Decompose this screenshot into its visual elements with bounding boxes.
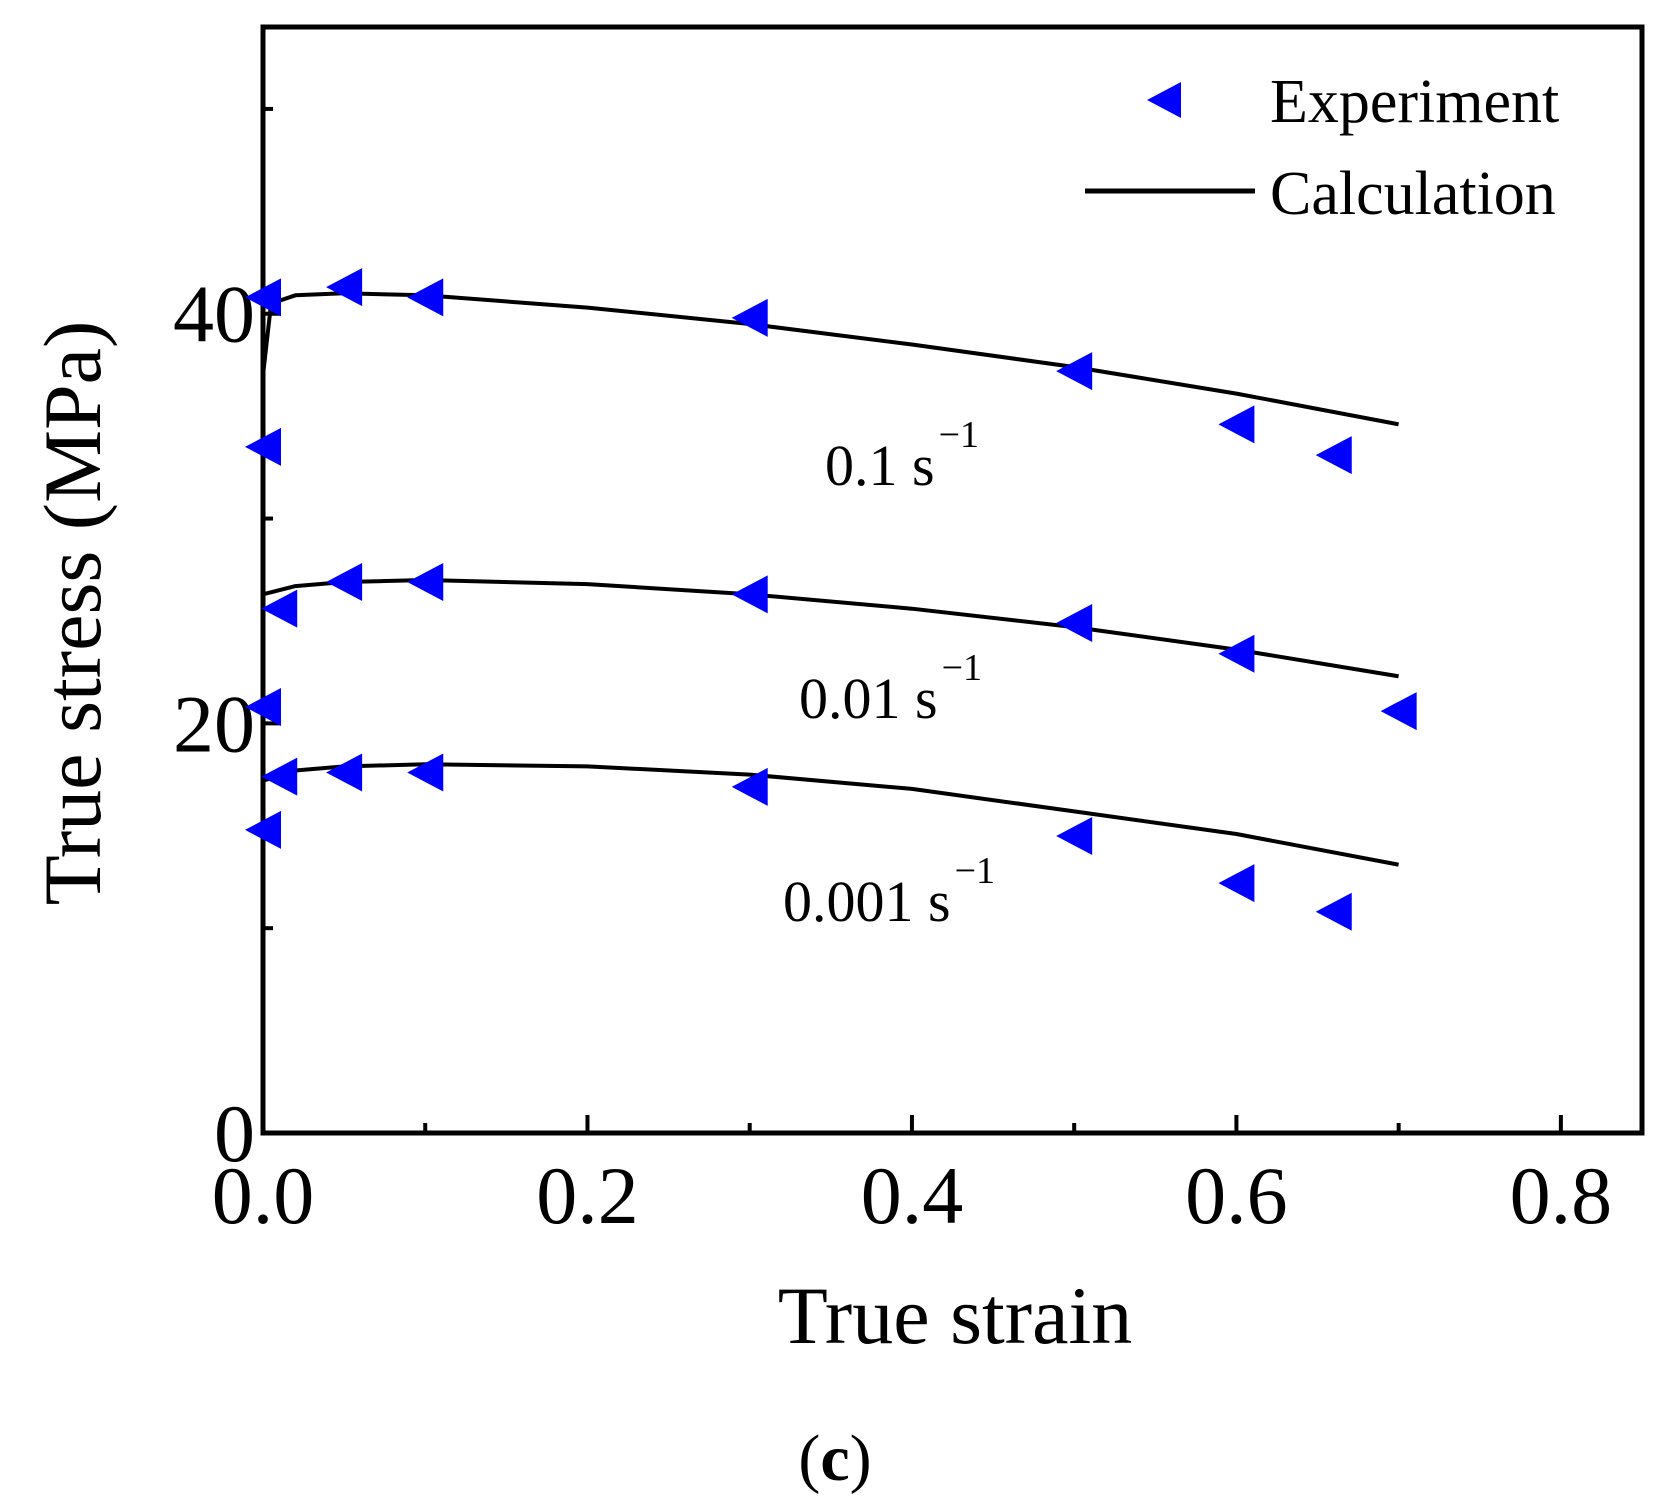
experiment-point	[1056, 352, 1093, 391]
experiment-point	[407, 563, 444, 602]
series-0.01-s	[245, 563, 1417, 731]
panel-label-open: (	[798, 1422, 820, 1495]
rate-label-0.1-text: 0.1 s	[825, 433, 935, 498]
legend: Experiment Calculation	[1085, 68, 1559, 228]
plot-frame	[260, 24, 1645, 1136]
experiment-point	[1218, 634, 1255, 673]
calculation-line-1	[262, 578, 1399, 679]
rate-label-0.001-exponent: −1	[955, 850, 995, 892]
experiment-point	[731, 575, 768, 614]
x-tick-label-0.2: 0.2	[536, 1150, 639, 1241]
panel-label-letter: c	[820, 1422, 849, 1495]
calculation-line-2	[262, 762, 1399, 867]
rate-label-0.001-text: 0.001 s	[783, 869, 951, 934]
legend-experiment-marker	[1147, 82, 1181, 118]
experiment-point	[1380, 692, 1417, 731]
x-tick-label-0.4: 0.4	[861, 1150, 964, 1241]
rate-label-0.01-exponent: −1	[942, 647, 982, 689]
rate-label-0.01-text: 0.01 s	[799, 666, 938, 731]
experiment-point	[245, 810, 281, 849]
legend-experiment-label: Experiment	[1270, 68, 1559, 136]
experiment-point	[1218, 405, 1255, 444]
plot-border	[260, 24, 1645, 1136]
panel-label-close: )	[850, 1422, 872, 1495]
experiment-point	[1218, 864, 1255, 903]
series-0.1-s	[245, 268, 1399, 475]
experiment-point	[261, 589, 298, 628]
legend-calculation-label: Calculation	[1270, 160, 1556, 228]
rate-label-0.1: 0.1 s −1	[825, 414, 979, 498]
x-tick-label-0.0: 0.0	[212, 1150, 315, 1241]
rate-labels: 0.1 s −1 0.01 s −1 0.001 s −1	[783, 414, 995, 934]
experiment-point	[407, 753, 444, 792]
rate-label-0.01: 0.01 s −1	[799, 647, 982, 731]
experiment-point	[245, 427, 281, 466]
x-tick-label-0.8: 0.8	[1510, 1150, 1613, 1241]
y-axis: 0 20 40	[173, 106, 281, 1179]
experiment-point	[731, 298, 768, 337]
x-tick-label-0.6: 0.6	[1185, 1150, 1288, 1241]
series-0.001-s	[245, 753, 1399, 931]
y-axis-title: True stress (MPa)	[27, 321, 118, 906]
x-axis-title: True strain	[778, 1270, 1133, 1361]
rate-label-0.001: 0.001 s −1	[783, 850, 995, 934]
experiment-point	[326, 268, 363, 307]
y-tick-label-0: 0	[214, 1088, 255, 1179]
experiment-point	[261, 757, 298, 796]
series-layer	[245, 268, 1417, 931]
experiment-point	[731, 767, 768, 806]
experiment-point	[326, 563, 363, 602]
experiment-point	[1315, 892, 1352, 931]
experiment-point	[1315, 436, 1352, 475]
experiment-point	[1056, 817, 1093, 856]
experiment-point	[245, 687, 281, 726]
experiment-point	[407, 278, 444, 317]
calculation-line-0	[261, 291, 1399, 427]
x-axis: 0.0 0.2 0.4 0.6 0.8	[212, 1115, 1612, 1241]
y-tick-label-20: 20	[173, 678, 255, 769]
rate-label-0.1-exponent: −1	[939, 414, 979, 456]
panel-label: (c)	[798, 1422, 871, 1495]
experiment-point	[326, 753, 363, 792]
y-tick-label-40: 40	[173, 269, 255, 360]
experiment-point	[245, 278, 281, 317]
experiment-point	[1056, 604, 1093, 643]
